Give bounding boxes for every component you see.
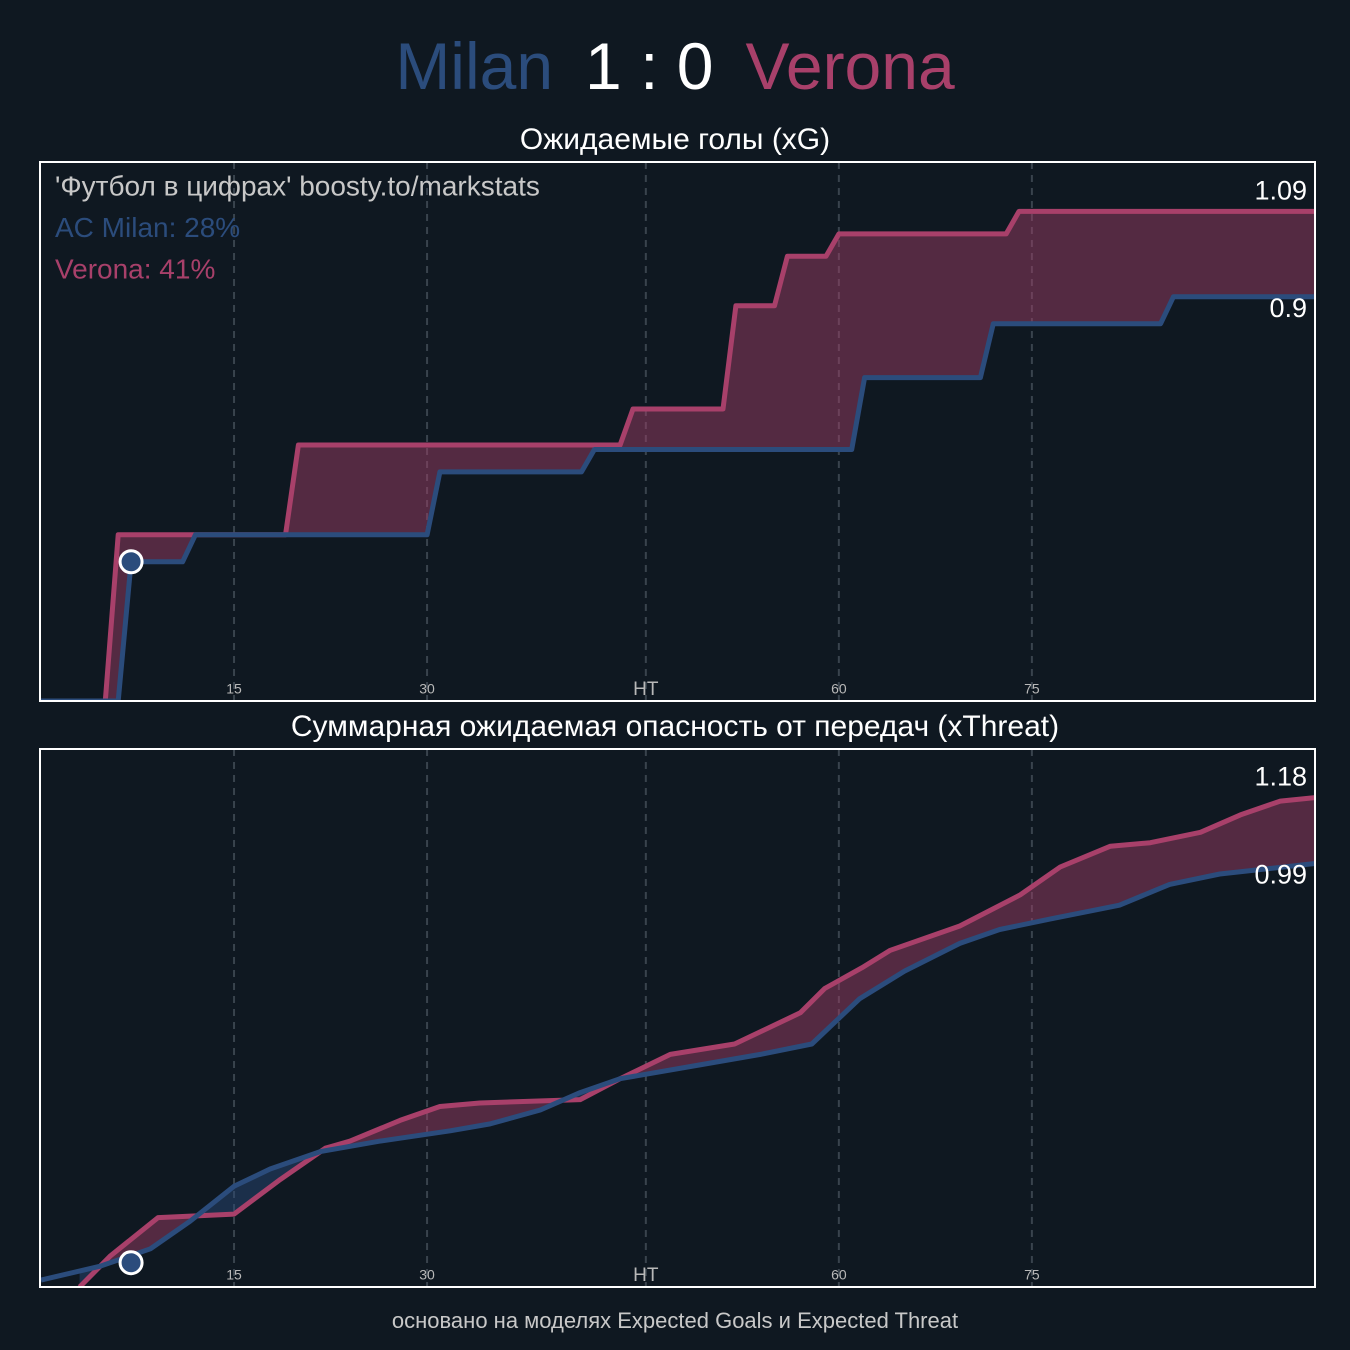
panel-border: [39, 161, 1316, 702]
home-team: Milan: [395, 29, 553, 103]
plot-area: [41, 162, 1315, 701]
x-tick-label: 60: [831, 1267, 847, 1283]
end-value-label: 0.99: [1254, 860, 1307, 890]
x-tick-label: 15: [226, 681, 242, 697]
x-tick-label: HT: [633, 679, 659, 700]
goal-marker: [118, 549, 144, 575]
end-value-label: 1.18: [1254, 762, 1307, 792]
score: 1 : 0: [585, 29, 713, 103]
match-header: Milan 1 : 0 Verona: [395, 29, 955, 103]
chart-title: Суммарная ожидаемая опасность от передач…: [291, 710, 1059, 743]
chart-title: Ожидаемые голы (xG): [520, 123, 830, 156]
x-tick-label: 30: [419, 1267, 435, 1283]
x-tick-label: 15: [226, 1267, 242, 1283]
panel-border: [39, 748, 1316, 1288]
annotation: 'Футбол в цифрах' boosty.to/markstats: [55, 170, 540, 201]
x-tick-label: 30: [419, 681, 435, 697]
end-value-label: 1.09: [1254, 176, 1307, 206]
x-tick-label: HT: [633, 1265, 659, 1286]
away-team: Verona: [745, 29, 954, 103]
x-tick-label: 75: [1024, 1267, 1040, 1283]
series-line: [40, 861, 1315, 1283]
series-line: [77, 795, 1315, 1287]
annotation: Verona: 41%: [55, 253, 215, 284]
x-tick-label: 60: [831, 681, 847, 697]
series-line: [41, 294, 1315, 701]
x-tick-label: 75: [1024, 681, 1040, 697]
footer: основано на моделях Expected Goals и Exp…: [392, 1308, 958, 1333]
difference-fill: [41, 211, 1315, 701]
plot-area: [40, 749, 1315, 1287]
end-value-label: 0.9: [1269, 293, 1307, 323]
goal-marker: [118, 1250, 144, 1276]
annotation: AC Milan: 28%: [55, 212, 240, 243]
